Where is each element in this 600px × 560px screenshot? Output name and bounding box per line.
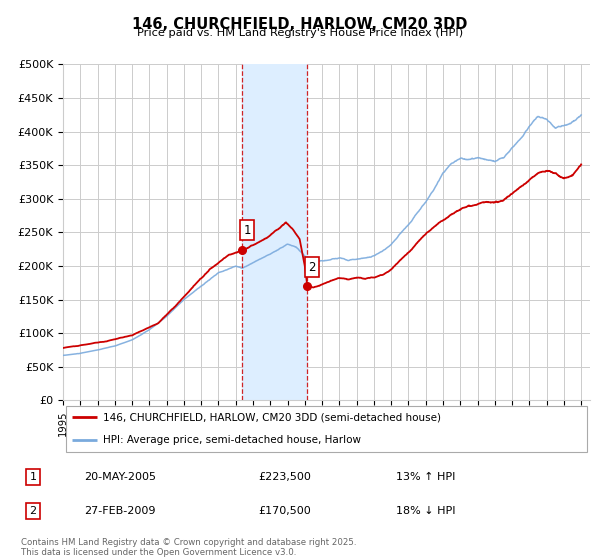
Text: 2: 2 [308, 260, 316, 273]
Text: 2: 2 [29, 506, 37, 516]
Text: 27-FEB-2009: 27-FEB-2009 [84, 506, 155, 516]
Text: 1: 1 [244, 223, 251, 236]
Text: 146, CHURCHFIELD, HARLOW, CM20 3DD: 146, CHURCHFIELD, HARLOW, CM20 3DD [133, 17, 467, 32]
Text: 1: 1 [29, 472, 37, 482]
Text: £223,500: £223,500 [258, 472, 311, 482]
Text: £170,500: £170,500 [258, 506, 311, 516]
Text: 20-MAY-2005: 20-MAY-2005 [84, 472, 156, 482]
Bar [242, 64, 307, 400]
Text: Contains HM Land Registry data © Crown copyright and database right 2025.
This d: Contains HM Land Registry data © Crown c… [21, 538, 356, 557]
FancyBboxPatch shape [65, 407, 587, 451]
Text: 18% ↓ HPI: 18% ↓ HPI [396, 506, 455, 516]
Text: HPI: Average price, semi-detached house, Harlow: HPI: Average price, semi-detached house,… [103, 435, 361, 445]
Text: 146, CHURCHFIELD, HARLOW, CM20 3DD (semi-detached house): 146, CHURCHFIELD, HARLOW, CM20 3DD (semi… [103, 412, 440, 422]
Text: Price paid vs. HM Land Registry's House Price Index (HPI): Price paid vs. HM Land Registry's House … [137, 28, 463, 38]
Text: 13% ↑ HPI: 13% ↑ HPI [396, 472, 455, 482]
